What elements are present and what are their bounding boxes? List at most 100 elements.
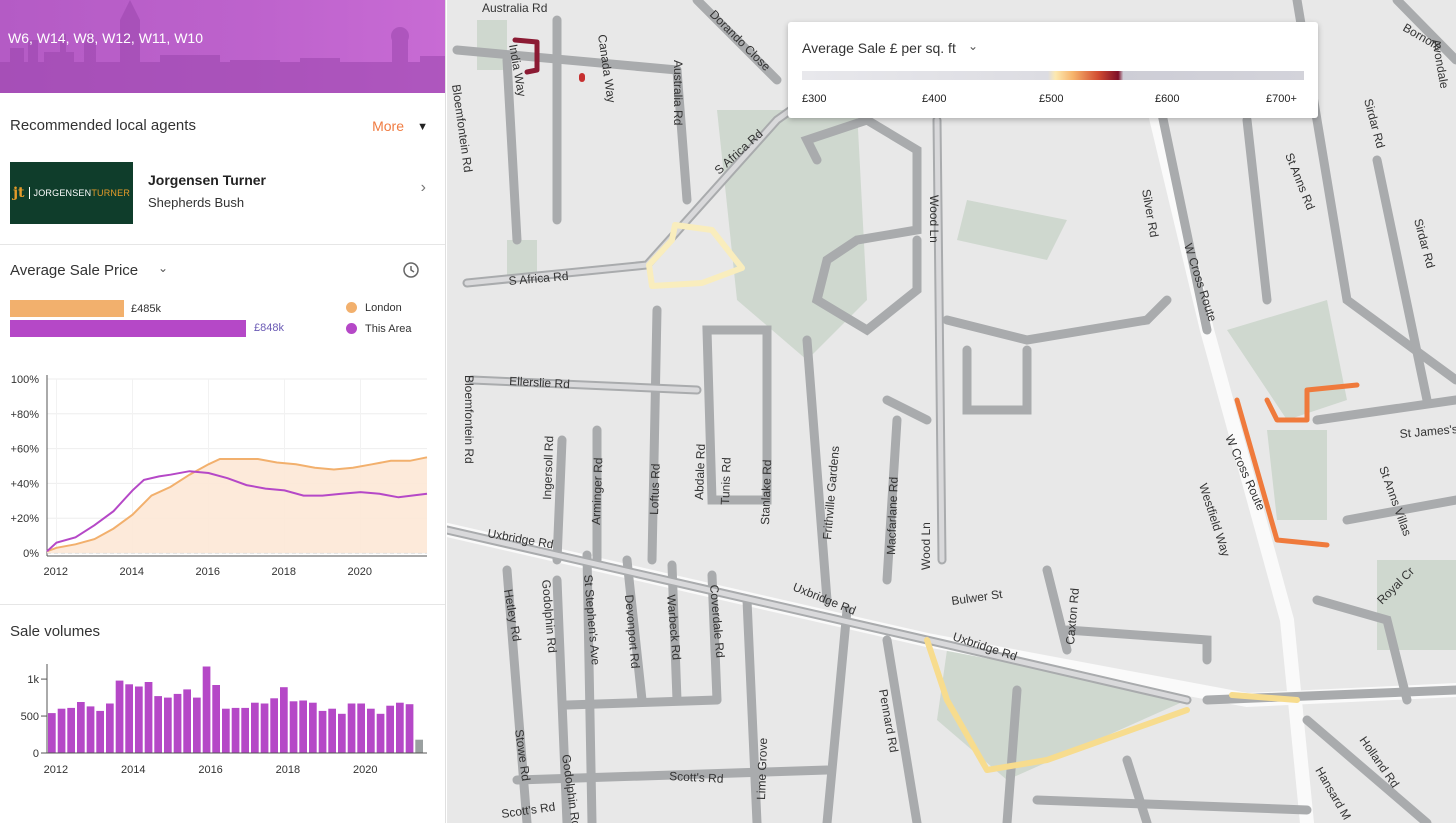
volume-bar <box>48 713 56 753</box>
x-tick-label: 2020 <box>348 566 372 578</box>
caret-down-icon[interactable]: ▼ <box>417 121 428 133</box>
road-label: St James's <box>1399 422 1456 441</box>
road-label: Silver Rd <box>1139 188 1161 238</box>
average-sale-price-section: Average Sale Price ⌄ £485k £848k London … <box>0 245 445 605</box>
agent-name: Jorgensen Turner <box>148 172 266 188</box>
recommended-agents-section: Recommended local agents More ▼ jt JORGE… <box>0 93 445 245</box>
chevron-down-icon[interactable]: ⌄ <box>968 39 979 53</box>
road-label: Scott's Rd <box>669 769 724 786</box>
volume-bar <box>96 710 104 753</box>
road-label: Hetley Rd <box>501 588 524 642</box>
road-label: Godolphin Rd <box>539 579 559 653</box>
area-price-label: £848k <box>254 322 284 334</box>
road-label: Ellerslie Rd <box>509 374 570 391</box>
london-legend-label: London <box>365 302 402 314</box>
volume-bar <box>328 708 336 753</box>
x-tick-label: 2016 <box>198 764 222 776</box>
map-view[interactable]: Australia Rd India Way Canada Way Dorand… <box>447 0 1456 823</box>
x-tick-label: 2018 <box>276 764 300 776</box>
street-price-highlight <box>512 37 540 75</box>
road-label: Stanlake Rd <box>758 459 774 525</box>
legend-tick: £400 <box>922 93 947 105</box>
volume-bar <box>318 710 327 753</box>
volume-bar <box>125 684 133 753</box>
street-map[interactable]: Australia Rd India Way Canada Way Dorand… <box>447 0 1456 823</box>
agent-area: Shepherds Bush <box>148 195 245 210</box>
road-label: S Africa Rd <box>508 269 569 288</box>
x-tick-label: 2018 <box>272 566 296 578</box>
road-label: Arminger Rd <box>589 457 605 525</box>
y-tick-label: 100% <box>11 374 39 386</box>
road-label: Abdale Rd <box>692 444 708 501</box>
volume-bar <box>106 703 114 753</box>
volume-bar <box>376 713 385 753</box>
price-color-scale <box>802 71 1304 80</box>
sale-volumes-title: Sale volumes <box>10 623 101 640</box>
london-skyline-illustration <box>0 0 445 93</box>
volume-bar <box>251 702 259 753</box>
y-tick-label: 1k <box>27 674 39 686</box>
x-tick-label: 2014 <box>120 566 144 578</box>
volume-bar <box>222 708 230 753</box>
london-price-label: £485k <box>131 303 161 315</box>
street-price-highlight <box>1264 382 1360 423</box>
volume-bar <box>173 693 182 753</box>
volume-bar <box>135 686 143 753</box>
london-price-bar <box>10 300 124 317</box>
y-tick-label: +60% <box>11 444 40 456</box>
road-label: Stowe Rd <box>512 728 533 781</box>
legend-title: Average Sale £ per sq. ft <box>802 40 956 56</box>
volume-bar <box>299 700 307 753</box>
price-change-chart: 100% +80% +60% +40% +20% 0% 2012 2014 2016 2018 20… <box>11 374 428 578</box>
volume-bar <box>347 703 356 753</box>
volume-bar <box>164 697 172 753</box>
volume-bar <box>154 696 162 753</box>
road-label: Devonport Rd <box>622 594 642 669</box>
road-label: Frithville Gardens <box>820 445 842 540</box>
legend-tick: £500 <box>1039 93 1064 105</box>
y-tick-label: 0% <box>23 548 39 560</box>
road-label: Lime Grove <box>754 737 770 800</box>
road-label: Coverdale Rd <box>707 584 727 658</box>
volume-bar <box>270 698 278 753</box>
y-tick-label: +20% <box>11 513 40 525</box>
volume-bar <box>357 703 365 753</box>
road-label: Westfield Way <box>1196 482 1233 559</box>
road-label: Bloemfontein Rd <box>462 375 476 464</box>
volume-bar <box>396 702 404 753</box>
chevron-down-icon[interactable]: ⌄ <box>158 261 169 275</box>
sidebar: W6, W14, W8, W12, W11, W10 Recommended l… <box>0 0 446 823</box>
road-label: Tunis Rd <box>718 457 734 505</box>
chevron-right-icon[interactable]: › <box>420 179 426 196</box>
road-label: St Anns Villas <box>1376 464 1414 538</box>
road-label: Sirdar Rd <box>1411 217 1438 270</box>
road-label: Bulwer St <box>950 587 1003 608</box>
average-sale-price-title: Average Sale Price <box>10 262 139 279</box>
history-clock-icon[interactable] <box>402 261 420 279</box>
x-tick-label: 2012 <box>44 764 68 776</box>
road-label: Australia Rd <box>482 1 547 15</box>
park-area <box>717 110 867 360</box>
y-tick-label: 0 <box>33 748 39 760</box>
agent-card[interactable]: jt JORGENSEN TURNER Jorgensen Turner She… <box>0 157 445 225</box>
london-area-fill <box>47 457 427 553</box>
y-tick-label: 500 <box>21 711 39 723</box>
map-price-legend: Average Sale £ per sq. ft ⌄ £300 £400 £5… <box>788 22 1318 118</box>
volume-bar <box>405 704 414 753</box>
x-tick-label: 2020 <box>353 764 377 776</box>
street-price-highlight <box>1229 692 1300 703</box>
sale-volumes-section: Sale volumes 1k 500 0 2012 2014 2016 2018 2020 <box>0 605 445 823</box>
road-label: Macfarlane Rd <box>884 477 901 555</box>
volume-bar <box>183 689 191 753</box>
more-agents-button[interactable]: More <box>372 118 404 134</box>
volume-bar <box>260 703 269 753</box>
recommended-agents-title: Recommended local agents <box>10 117 196 134</box>
volume-bar <box>86 706 95 753</box>
road-label: Dorando Close <box>707 7 774 74</box>
x-tick-label: 2016 <box>196 566 220 578</box>
road-label: Warbeck Rd <box>664 594 684 661</box>
area-banner: W6, W14, W8, W12, W11, W10 <box>0 0 445 93</box>
volume-bar <box>57 708 66 753</box>
legend-tick: £300 <box>802 93 827 105</box>
street-price-highlight <box>646 222 745 289</box>
